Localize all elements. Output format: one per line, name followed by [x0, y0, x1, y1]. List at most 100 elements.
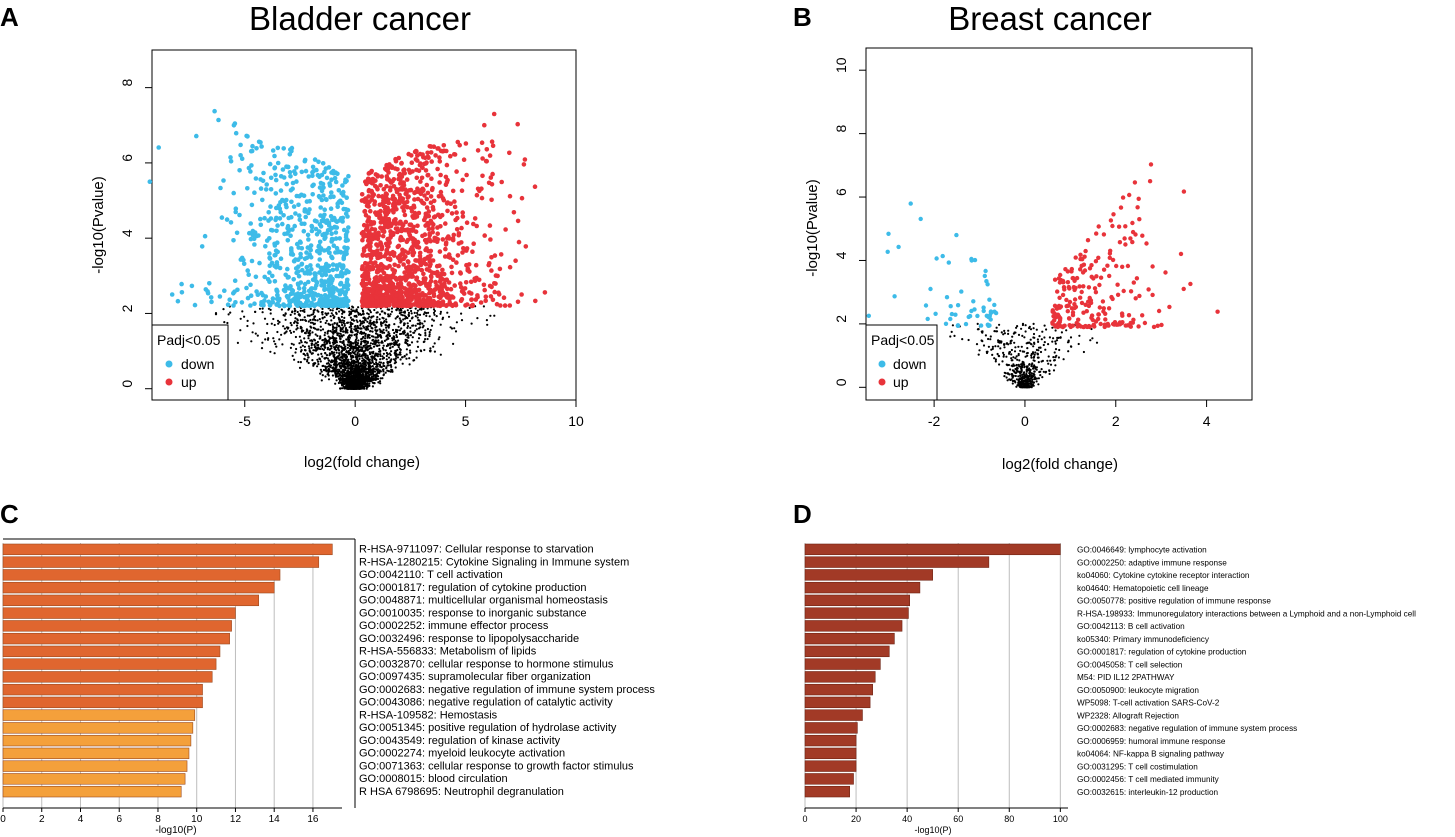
b-point-ns [1032, 332, 1036, 336]
a-point-ns [342, 359, 345, 362]
a-point-ns [351, 354, 354, 357]
a-point-ns [369, 378, 372, 381]
a-point-up [470, 249, 475, 254]
a-point-up [496, 292, 502, 297]
a-point-up [427, 257, 433, 262]
a-point-up [401, 262, 406, 267]
b-point-ns [1037, 361, 1040, 364]
a-point-ns [319, 329, 322, 332]
a-point-up [448, 153, 453, 159]
a-point-ns [411, 324, 414, 327]
b-point-ns [994, 360, 997, 363]
b-point-ns [1054, 342, 1057, 345]
a-point-ns [412, 359, 415, 362]
a-point-up [437, 293, 443, 299]
a-point-ns [330, 345, 333, 348]
a-point-ns [302, 329, 305, 332]
a-point-down [285, 238, 291, 243]
a-point-ns [332, 359, 336, 362]
a-point-ns [324, 365, 327, 368]
a-point-down [342, 290, 348, 296]
a-point-ns [357, 339, 360, 342]
a-point-up [395, 229, 400, 235]
a-point-up [383, 296, 388, 302]
a-point-up [429, 274, 434, 280]
a-point-down [335, 288, 341, 293]
a-point-up [498, 252, 504, 257]
a-point-down [289, 248, 294, 253]
a-point-ns [307, 345, 310, 348]
a-point-down [205, 290, 211, 296]
a-point-ns [299, 309, 302, 312]
a-point-ns [374, 354, 377, 357]
a-point-down [326, 283, 332, 288]
a-point-ns [385, 344, 388, 348]
a-point-ns [368, 309, 372, 312]
a-point-down [288, 174, 293, 179]
a-point-ns [376, 371, 379, 374]
a-point-up [415, 158, 420, 163]
a-point-ns [398, 329, 401, 332]
a-point-ns [293, 307, 296, 310]
a-point-up [464, 302, 470, 307]
a-point-down [231, 123, 237, 128]
a-point-up [374, 277, 380, 283]
a-point-up [440, 299, 446, 305]
a-point-down [288, 233, 293, 238]
a-point-ns [321, 307, 324, 310]
a-point-ns [345, 372, 349, 375]
a-point-up [521, 162, 527, 167]
a-point-up [431, 207, 436, 212]
a-point-ns [424, 338, 427, 341]
a-point-down [305, 232, 311, 238]
a-point-up [456, 231, 462, 236]
a-point-ns [246, 324, 249, 328]
a-point-ns [369, 329, 372, 333]
a-point-up [376, 264, 382, 269]
b-point-ns [1010, 357, 1013, 360]
a-point-down [327, 293, 332, 299]
a-point-ns [344, 330, 347, 333]
a-point-down [344, 279, 350, 285]
a-point-ns [388, 334, 392, 337]
a-point-down [317, 257, 323, 262]
a-point-up [427, 231, 433, 236]
a-point-up [370, 252, 376, 258]
a-point-down [334, 219, 340, 225]
b-point-ns [1046, 359, 1049, 362]
a-point-ns [361, 359, 364, 362]
a-point-ns [360, 383, 363, 386]
a-point-ns [290, 324, 293, 327]
a-point-up [483, 158, 489, 164]
a-point-down [310, 192, 316, 197]
a-point-ns [325, 313, 328, 317]
a-point-ns [338, 310, 341, 313]
a-point-ns [452, 342, 455, 345]
a-x-tick-label: 5 [462, 413, 470, 429]
a-point-ns [377, 381, 380, 384]
a-point-ns [405, 341, 408, 344]
a-point-up [369, 296, 375, 302]
a-point-up [443, 242, 449, 247]
a-point-ns [362, 321, 366, 324]
a-point-ns [348, 380, 351, 383]
a-point-up [425, 173, 431, 178]
a-point-ns [390, 358, 393, 361]
a-point-ns [389, 364, 392, 367]
a-point-down [317, 185, 323, 190]
a-point-ns [437, 338, 440, 341]
a-point-down [275, 292, 280, 298]
a-point-ns [428, 333, 431, 336]
a-point-up [403, 254, 408, 259]
a-point-ns [324, 312, 327, 315]
a-point-ns [324, 338, 327, 341]
a-point-ns [323, 338, 326, 341]
a-point-up [489, 197, 494, 203]
a-point-ns [333, 329, 336, 332]
a-point-ns [260, 347, 264, 350]
a-point-ns [355, 336, 358, 340]
a-point-ns [261, 307, 264, 310]
a-point-ns [390, 307, 394, 310]
a-point-up [415, 196, 421, 202]
a-point-ns [389, 347, 392, 350]
